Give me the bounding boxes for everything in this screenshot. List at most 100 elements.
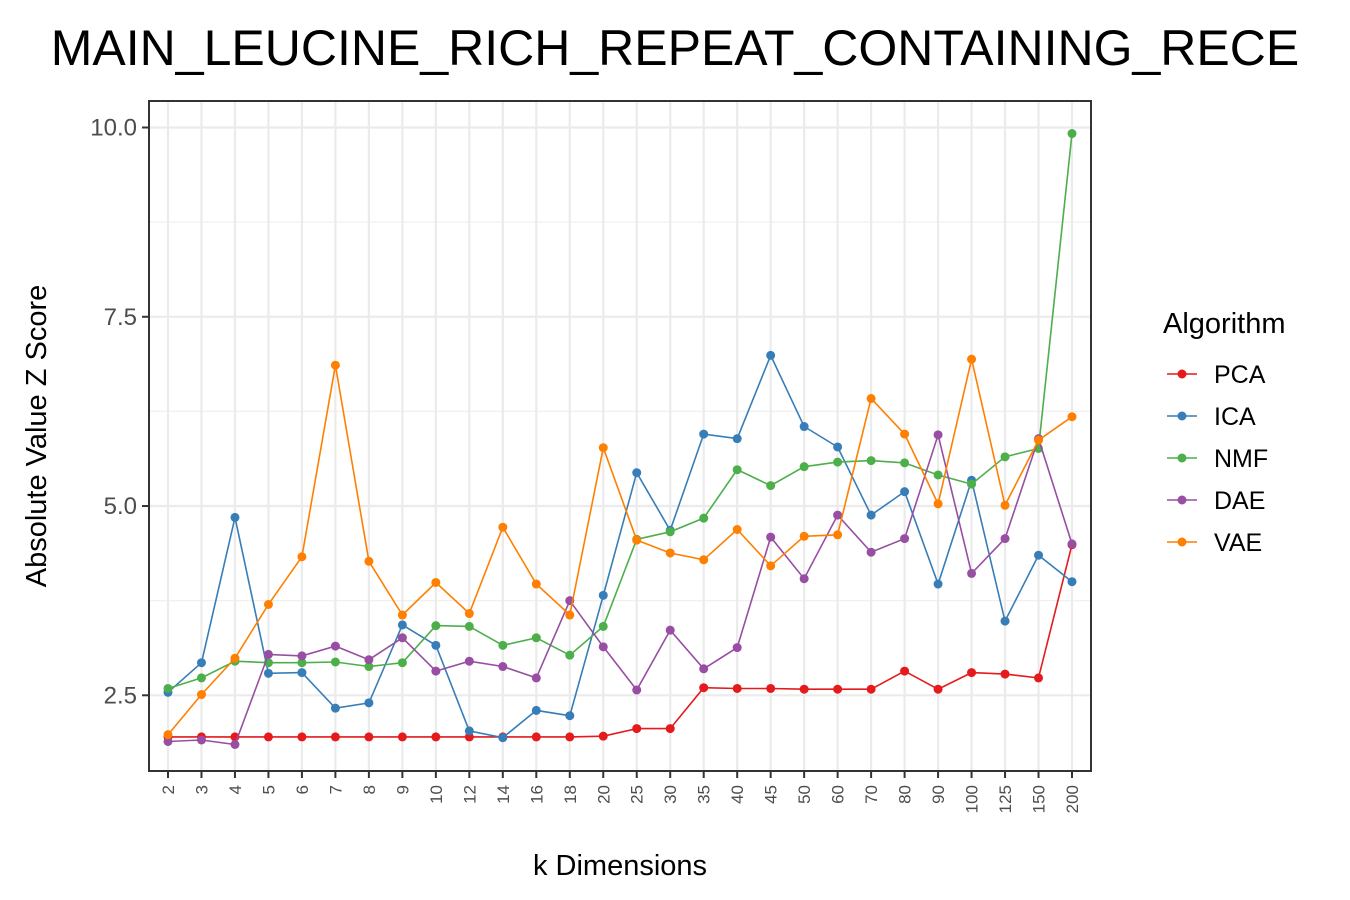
- data-point-dae: [732, 643, 742, 653]
- data-point-dae: [933, 430, 943, 440]
- data-point-nmf: [297, 658, 307, 668]
- x-tick-label: 8: [360, 785, 379, 794]
- data-point-nmf: [833, 457, 843, 467]
- series-line-ica: [167, 353, 1073, 739]
- data-point-pca: [732, 683, 742, 693]
- data-point-ica: [1000, 616, 1010, 626]
- x-tick-label: 50: [795, 785, 814, 804]
- data-point-dae: [498, 662, 508, 672]
- legend-key-point: [1177, 369, 1187, 379]
- legend-label: ICA: [1214, 403, 1256, 431]
- data-point-vae: [799, 531, 809, 541]
- data-point-pca: [933, 684, 943, 694]
- data-point-vae: [196, 690, 206, 700]
- legend-item-dae: DAE: [1167, 487, 1265, 515]
- legend-label: DAE: [1214, 487, 1265, 515]
- data-point-nmf: [699, 513, 709, 523]
- data-point-ica: [1067, 577, 1077, 587]
- x-tick-label: 200: [1063, 785, 1082, 813]
- data-point-pca: [699, 683, 709, 693]
- y-axis-title: Absolute Value Z Score: [21, 285, 53, 588]
- data-point-pca: [531, 732, 541, 742]
- data-point-vae: [833, 530, 843, 540]
- panel-border: [148, 100, 1092, 772]
- x-tick-label: 40: [728, 785, 747, 804]
- data-point-dae: [766, 532, 776, 542]
- data-point-vae: [297, 552, 307, 562]
- data-point-vae: [230, 653, 240, 663]
- chart-title: MAIN_LEUCINE_RICH_REPEAT_CONTAINING_RECE: [51, 20, 1299, 76]
- series-layer: [163, 129, 1077, 750]
- data-point-vae: [933, 499, 943, 509]
- data-point-dae: [163, 736, 173, 746]
- data-point-ica: [397, 620, 407, 630]
- x-axis-title: k Dimensions: [533, 850, 707, 882]
- x-tick-label: 90: [929, 785, 948, 804]
- x-tick-label: 12: [460, 785, 479, 804]
- series-dae: [163, 430, 1077, 750]
- data-point-dae: [196, 735, 206, 745]
- data-point-pca: [330, 732, 340, 742]
- x-tick-label: 80: [896, 785, 915, 804]
- data-point-vae: [431, 577, 441, 587]
- data-point-pca: [799, 684, 809, 694]
- data-point-ica: [498, 733, 508, 743]
- x-tick-label: 45: [762, 785, 781, 804]
- data-point-vae: [699, 555, 709, 565]
- x-tick-label: 6: [293, 785, 312, 794]
- series-ica: [163, 350, 1077, 743]
- data-point-nmf: [967, 479, 977, 489]
- data-point-nmf: [732, 465, 742, 475]
- y-tick-label: 5.0: [104, 493, 137, 520]
- data-point-ica: [933, 579, 943, 589]
- data-point-ica: [833, 442, 843, 452]
- data-point-ica: [263, 668, 273, 678]
- legend-label: NMF: [1214, 445, 1268, 473]
- legend: Algorithm PCA ICA NMF DAE VAE: [1163, 308, 1286, 557]
- series-line-dae: [167, 431, 1073, 746]
- data-point-ica: [565, 711, 575, 721]
- data-point-nmf: [498, 640, 508, 650]
- data-point-dae: [364, 655, 374, 665]
- x-tick-label: 100: [963, 785, 982, 813]
- x-tick-label: 2: [159, 785, 178, 794]
- legend-key-point: [1177, 537, 1187, 547]
- data-point-vae: [163, 730, 173, 740]
- data-point-pca: [263, 732, 273, 742]
- data-point-dae: [900, 534, 910, 544]
- y-tick-label: 10.0: [90, 114, 137, 141]
- x-tick-label: 10: [427, 785, 446, 804]
- legend-item-ica: ICA: [1167, 403, 1256, 431]
- data-point-dae: [464, 656, 474, 666]
- x-tick-label: 5: [259, 785, 278, 794]
- data-point-nmf: [665, 527, 675, 537]
- data-point-nmf: [364, 662, 374, 672]
- data-point-ica: [766, 350, 776, 360]
- legend-item-vae: VAE: [1167, 529, 1262, 557]
- data-point-nmf: [163, 683, 173, 693]
- data-point-vae: [732, 524, 742, 534]
- data-point-ica: [799, 422, 809, 432]
- data-point-vae: [665, 548, 675, 558]
- data-point-dae: [1067, 539, 1077, 549]
- legend-key-point: [1177, 411, 1187, 421]
- data-point-dae: [632, 685, 642, 695]
- data-point-vae: [866, 394, 876, 404]
- x-tick-label: 125: [996, 785, 1015, 813]
- data-point-vae: [598, 443, 608, 453]
- data-point-dae: [967, 568, 977, 578]
- series-line-vae: [167, 359, 1073, 736]
- data-point-ica: [297, 668, 307, 678]
- data-point-dae: [330, 641, 340, 651]
- data-point-pca: [364, 732, 374, 742]
- legend-item-nmf: NMF: [1167, 445, 1268, 473]
- data-point-dae: [230, 740, 240, 750]
- x-tick-label: 150: [1030, 785, 1049, 813]
- data-point-ica: [330, 703, 340, 713]
- data-point-vae: [967, 354, 977, 364]
- x-tick-label: 70: [862, 785, 881, 804]
- x-tick-label: 20: [594, 785, 613, 804]
- data-point-nmf: [933, 470, 943, 480]
- data-point-ica: [699, 429, 709, 439]
